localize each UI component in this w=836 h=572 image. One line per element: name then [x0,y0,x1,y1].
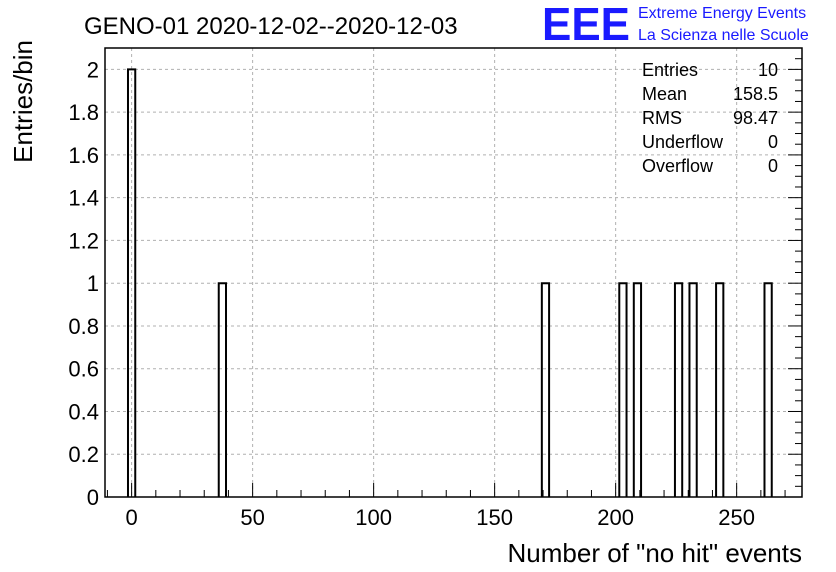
y-tick-label: 1.4 [68,186,99,211]
y-tick-label: 0.4 [68,399,99,424]
tick-labels-layer: 0 50 100 150 200 250 0 0.2 0.4 0.6 0.8 1 1.2 1.4 1.6 1.… [68,57,755,530]
x-axis-label: Number of "no hit" events [508,538,803,568]
histogram-bar [618,282,628,497]
x-tick-label: 0 [125,505,137,530]
ticks-layer [106,47,802,498]
bars-layer [126,68,773,497]
stats-box: Entries 10 Mean 158.5 RMS 98.47 Underflow 0 Over… [642,60,778,176]
stat-value: 158.5 [733,84,778,104]
stat-value: 10 [758,60,778,80]
stat-label: Overflow [642,156,714,176]
y-tick-label: 1.8 [68,100,99,125]
y-axis-label: Entries/bin [8,40,38,163]
chart-title: GENO-01 2020-12-02--2020-12-03 [84,13,458,40]
y-tick-label: 1.2 [68,228,99,253]
stat-value: 98.47 [733,108,778,128]
y-tick-label: 0 [87,485,99,510]
y-tick-label: 0.8 [68,314,99,339]
logo-mark: EEE [542,0,630,50]
stat-label: RMS [642,108,682,128]
histogram-bar [126,68,137,497]
logo-line2: La Scienza nelle Scuole [638,27,809,44]
x-tick-label: 200 [597,505,634,530]
histogram-bar [217,282,228,497]
stat-label: Underflow [642,132,724,152]
logo-line1: Extreme Energy Events [638,5,806,22]
x-tick-label: 250 [718,505,755,530]
histogram-bar [715,282,725,497]
stat-label: Entries [642,60,698,80]
eee-logo: EEE Extreme Energy Events La Scienza nel… [542,0,809,50]
grid-layer [105,48,802,497]
y-tick-label: 2 [87,57,99,82]
stat-value: 0 [768,156,778,176]
y-tick-label: 0.6 [68,357,99,382]
histogram-bar [673,282,684,497]
stat-value: 0 [768,132,778,152]
x-tick-label: 50 [240,505,264,530]
y-tick-label: 1 [87,271,99,296]
x-tick-label: 100 [355,505,392,530]
histogram-bar [688,282,698,497]
y-tick-label: 1.6 [68,143,99,168]
x-tick-label: 150 [476,505,513,530]
histogram-bar [763,282,773,497]
y-tick-label: 0.2 [68,442,99,467]
histogram-bar [540,282,551,497]
stat-label: Mean [642,84,687,104]
histogram-bar [632,282,643,497]
